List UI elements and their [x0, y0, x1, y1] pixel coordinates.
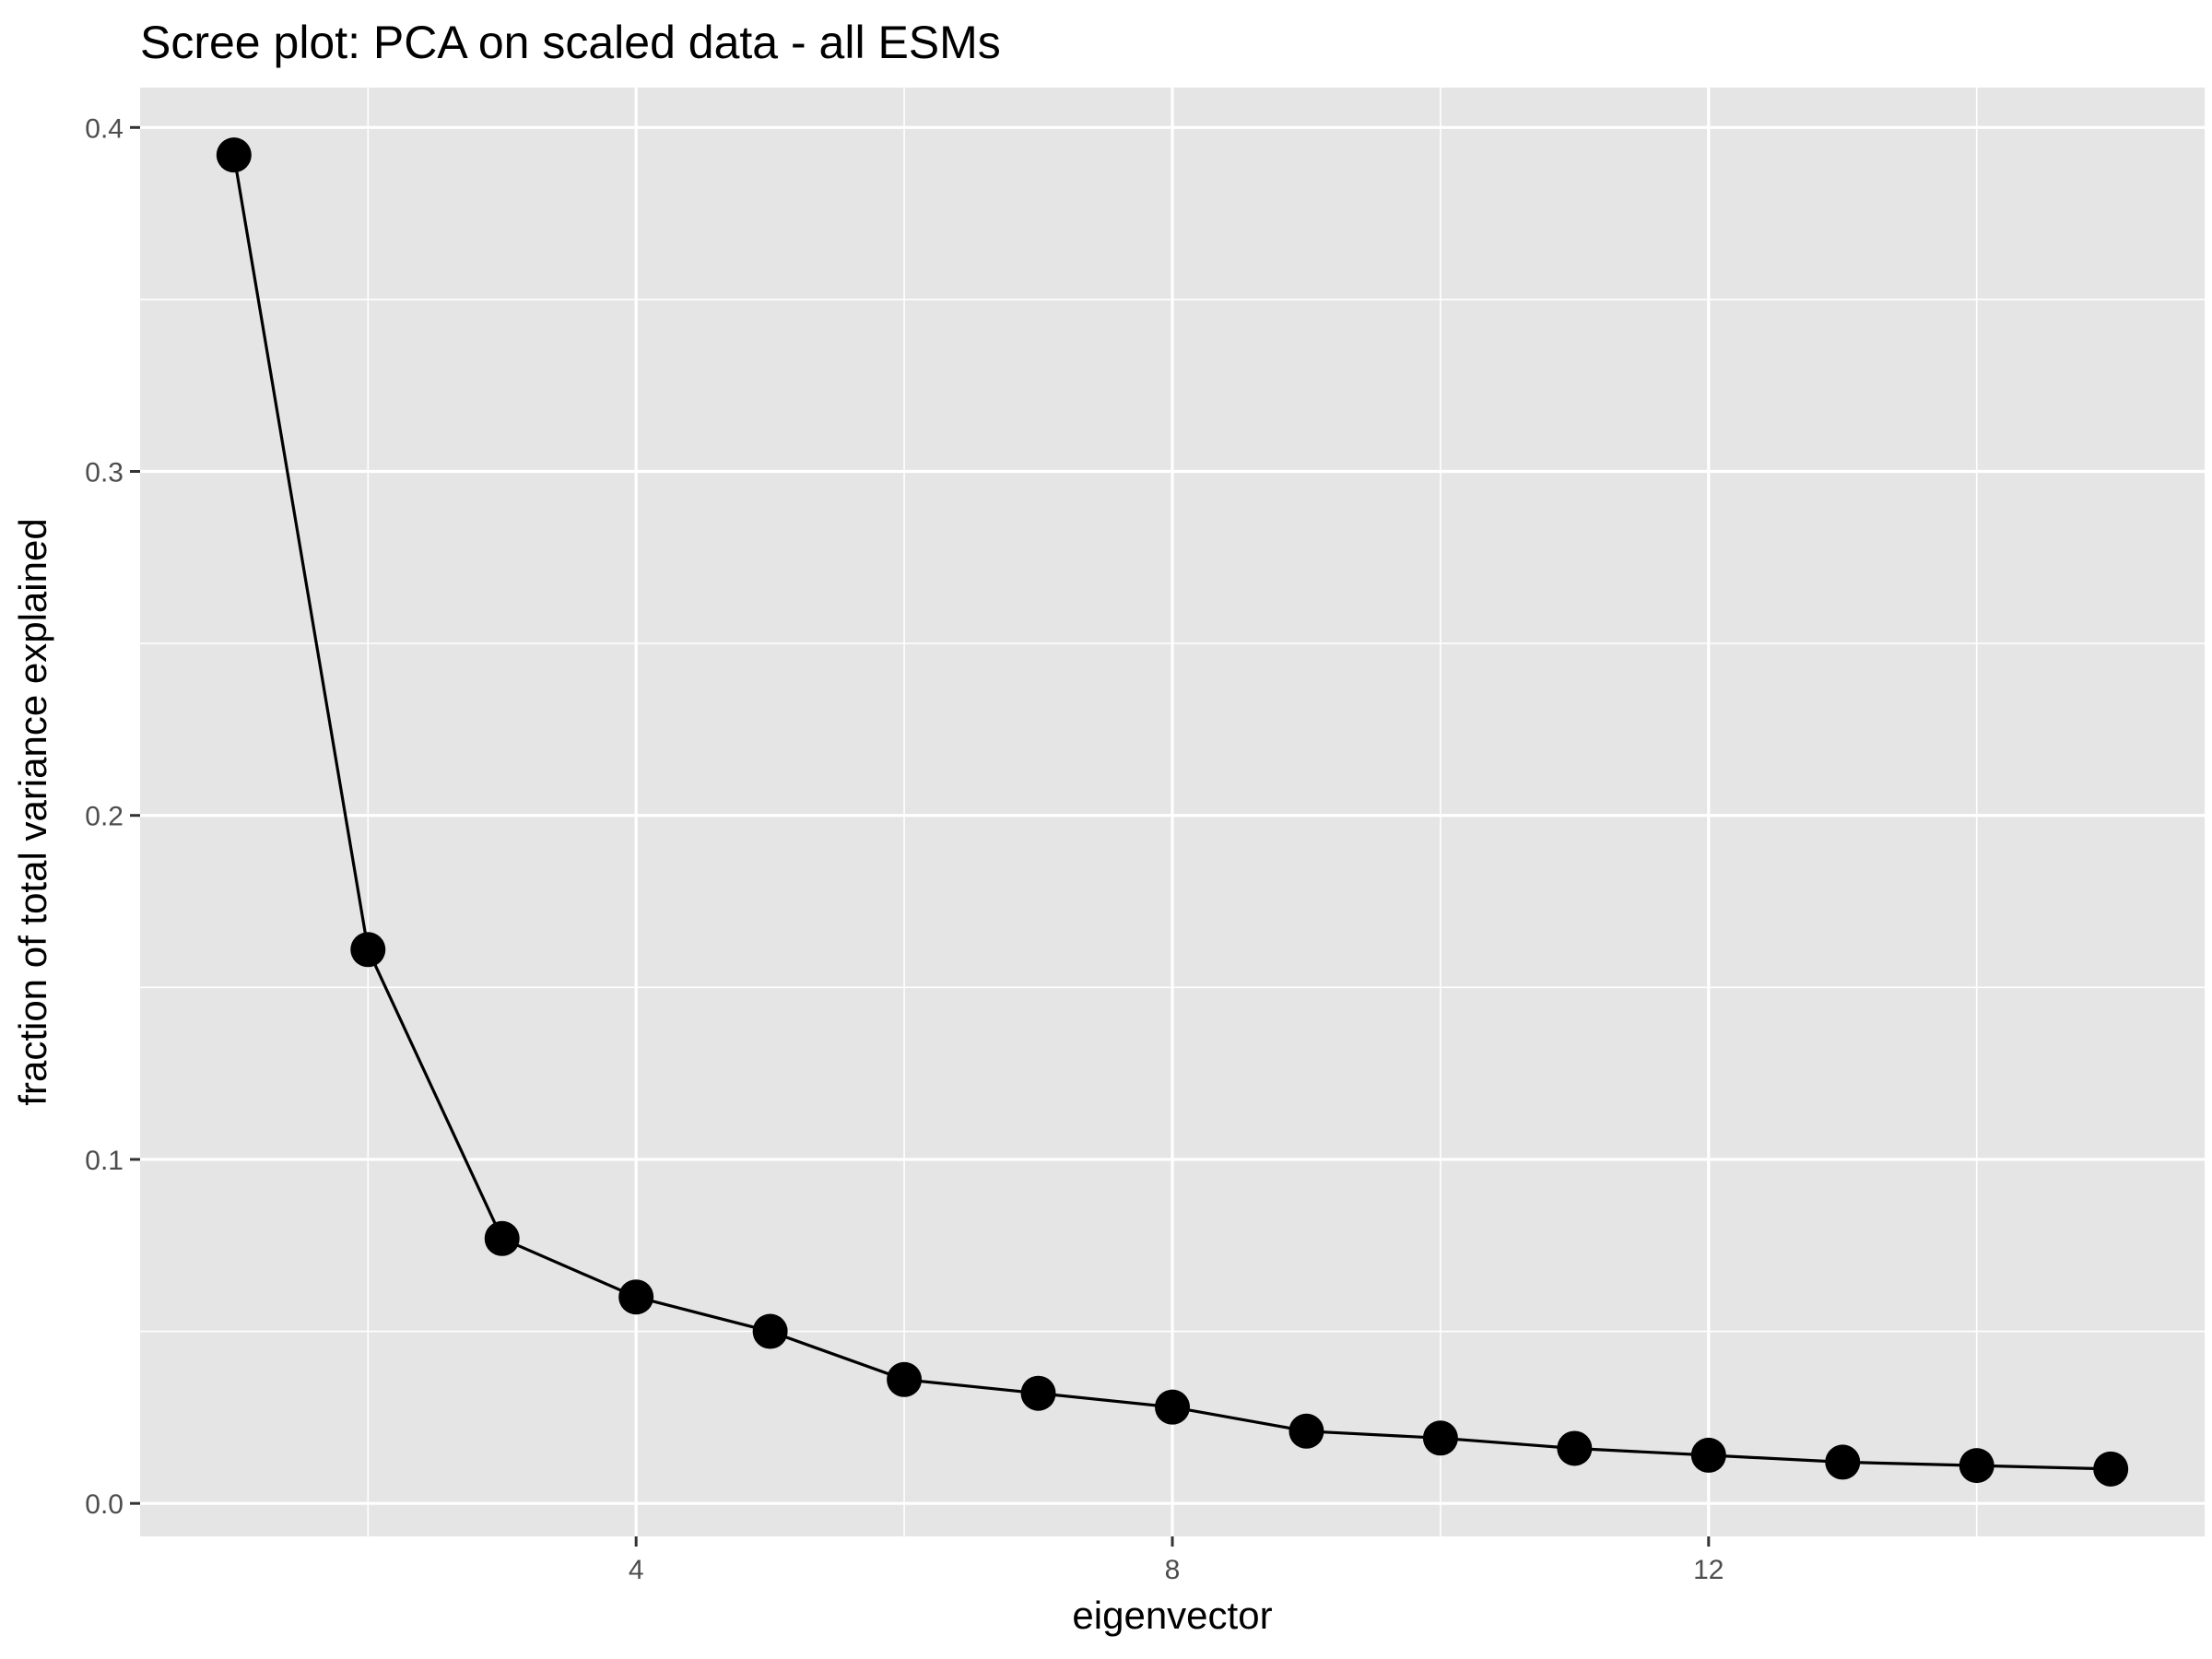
- x-tick-label: 8: [1165, 1555, 1181, 1585]
- data-point: [1422, 1420, 1458, 1456]
- series-group: [216, 137, 2129, 1487]
- y-axis-title: fraction of total variance explained: [11, 518, 54, 1105]
- data-point: [887, 1361, 923, 1397]
- data-point: [1825, 1444, 1861, 1480]
- x-axis: 4 8 12: [629, 1536, 1724, 1585]
- data-point: [484, 1220, 520, 1256]
- data-point: [1959, 1448, 1994, 1484]
- data-point: [752, 1313, 788, 1349]
- data-point: [1557, 1430, 1593, 1466]
- data-point: [350, 932, 386, 968]
- data-point: [1690, 1437, 1726, 1473]
- x-axis-title: eigenvector: [1072, 1594, 1272, 1637]
- y-axis: 0.0 0.1 0.2 0.3 0.4: [85, 113, 140, 1520]
- x-tick-label: 12: [1693, 1555, 1724, 1585]
- major-gridlines: [140, 88, 2205, 1536]
- y-tick-label: 0.2: [85, 802, 124, 832]
- data-point: [1155, 1389, 1190, 1425]
- y-tick-label: 0.4: [85, 113, 124, 144]
- data-point: [216, 137, 252, 173]
- data-point: [2093, 1451, 2129, 1487]
- data-point: [618, 1279, 654, 1315]
- y-tick-label: 0.1: [85, 1146, 124, 1176]
- x-tick-label: 4: [629, 1555, 644, 1585]
- y-tick-label: 0.3: [85, 458, 124, 488]
- data-point: [1020, 1375, 1056, 1411]
- chart-title: Scree plot: PCA on scaled data - all ESM…: [140, 17, 1001, 68]
- data-point: [1288, 1413, 1324, 1449]
- y-tick-label: 0.0: [85, 1489, 124, 1520]
